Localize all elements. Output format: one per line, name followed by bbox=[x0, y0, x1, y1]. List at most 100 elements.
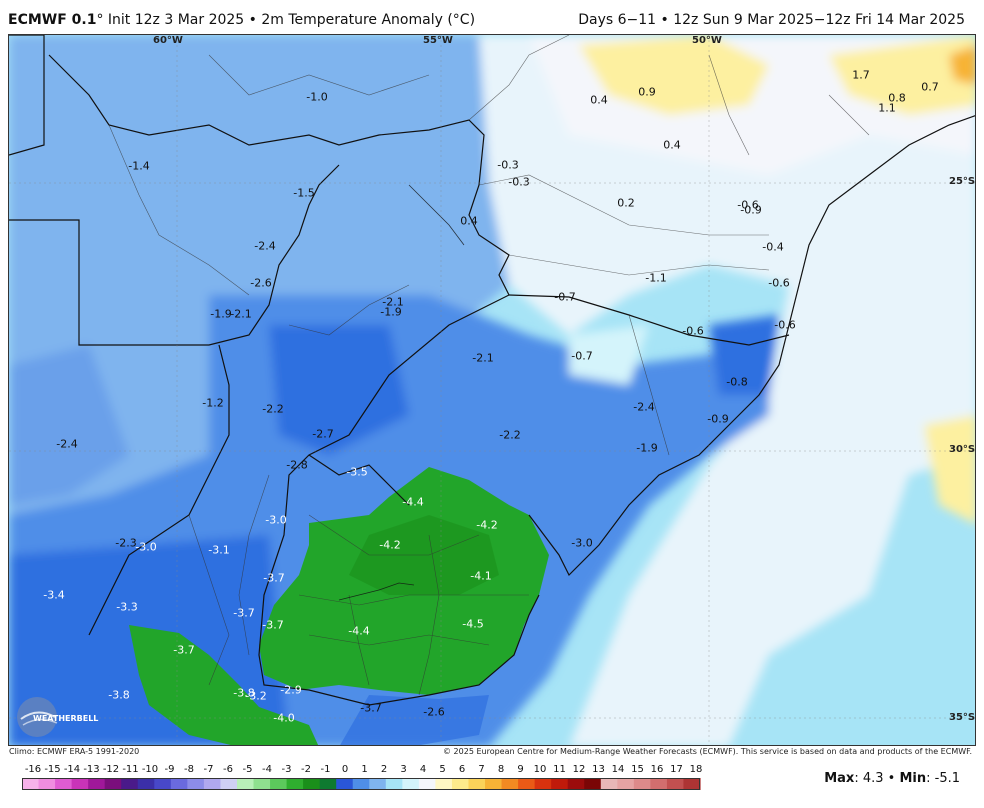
lat-label-35s: 35°S bbox=[949, 712, 976, 723]
anomaly-value-label: -0.3 bbox=[497, 158, 519, 172]
anomaly-value-label: -0.9 bbox=[740, 203, 762, 217]
anomaly-value-label: 0.9 bbox=[638, 85, 656, 99]
anomaly-value-label: -2.1 bbox=[472, 351, 494, 365]
colorbar-cell bbox=[170, 778, 188, 790]
anomaly-value-label: 0.4 bbox=[590, 93, 608, 107]
anomaly-value-label: -3.7 bbox=[173, 643, 195, 657]
colorbar-cell bbox=[551, 778, 569, 790]
colorbar-tick-label: -4 bbox=[262, 764, 272, 775]
colorbar-cell bbox=[187, 778, 205, 790]
anomaly-value-label: -2.6 bbox=[250, 276, 272, 290]
anomaly-value-label: -2.1 bbox=[230, 307, 252, 321]
colorbar-tick-label: 4 bbox=[419, 764, 427, 775]
header: ECMWF 0.1° Init 12z 3 Mar 2025 • 2m Temp… bbox=[0, 0, 984, 34]
max-min-stats: Max: 4.3 • Min: -5.1 bbox=[824, 771, 960, 786]
anomaly-value-label: -0.9 bbox=[707, 412, 729, 426]
anomaly-value-label: -0.6 bbox=[682, 324, 704, 338]
anomaly-value-label: -0.8 bbox=[726, 375, 748, 389]
colorbar-tick-label: 18 bbox=[689, 764, 703, 775]
colorbar-tick-label: -16 bbox=[24, 764, 42, 775]
colorbar-cell bbox=[319, 778, 337, 790]
lat-label-25s: 25°S bbox=[949, 176, 976, 187]
anomaly-value-label: -2.8 bbox=[286, 458, 308, 472]
anomaly-value-label: -2.9 bbox=[280, 683, 302, 697]
colorbar-tick-label: 0 bbox=[341, 764, 349, 775]
stats-separator: • bbox=[883, 771, 900, 786]
anomaly-value-label: -2.4 bbox=[254, 239, 276, 253]
colorbar-tick-label: -8 bbox=[184, 764, 194, 775]
max-value: : 4.3 bbox=[854, 771, 884, 786]
anomaly-value-label: -3.0 bbox=[135, 540, 157, 554]
colorbar-cell bbox=[633, 778, 651, 790]
colorbar-tick-label: -5 bbox=[242, 764, 253, 775]
colorbar-tick-label: 9 bbox=[517, 764, 524, 775]
anomaly-value-label: -2.4 bbox=[56, 437, 78, 451]
anomaly-value-label: -0.6 bbox=[737, 198, 759, 212]
anomaly-value-label: -3.3 bbox=[116, 600, 138, 614]
colorbar-tick-label: -6 bbox=[223, 764, 233, 775]
colorbar-tick-label: 12 bbox=[572, 764, 586, 775]
colorbar-cell bbox=[88, 778, 106, 790]
min-value: : -5.1 bbox=[926, 771, 960, 786]
colorbar-tick-label: -14 bbox=[63, 764, 81, 775]
colorbar-cell bbox=[666, 778, 685, 790]
anomaly-value-label: -4.5 bbox=[462, 617, 484, 631]
max-label: Max bbox=[824, 771, 855, 786]
anomaly-value-label: -2.2 bbox=[262, 402, 284, 416]
colorbar-cell bbox=[650, 778, 668, 790]
copyright-note: © 2025 European Centre for Medium-Range … bbox=[443, 747, 972, 756]
colorbar-cell bbox=[270, 778, 288, 790]
anomaly-value-label: -2.4 bbox=[633, 400, 655, 414]
anomaly-value-label: -3.0 bbox=[265, 513, 287, 527]
anomaly-value-label: -3.7 bbox=[360, 701, 382, 715]
anomaly-value-label: 0.4 bbox=[663, 138, 681, 152]
lat-label-30s: 30°S bbox=[949, 444, 976, 455]
anomaly-value-label: -3.5 bbox=[346, 465, 368, 479]
colorbar-cell bbox=[683, 778, 701, 790]
colorbar-cell bbox=[501, 778, 519, 790]
lon-label-60w: 60°W bbox=[153, 35, 183, 46]
anomaly-value-label: 0.7 bbox=[921, 80, 939, 94]
logo-text: WEATHERBELL bbox=[33, 714, 98, 723]
colorbar-cell bbox=[451, 778, 470, 790]
anomaly-value-label: -0.7 bbox=[554, 290, 576, 304]
anomaly-value-label: -1.5 bbox=[293, 186, 315, 200]
anomaly-value-label: -3.4 bbox=[43, 588, 65, 602]
colorbar-cell bbox=[617, 778, 635, 790]
colorbar-cell bbox=[584, 778, 602, 790]
anomaly-value-label: -3.7 bbox=[233, 606, 255, 620]
colorbar-cell bbox=[104, 778, 122, 790]
green-anomaly-southwest bbox=[129, 625, 319, 745]
anomaly-value-label: -2.6 bbox=[423, 705, 445, 719]
colorbar-cell bbox=[137, 778, 155, 790]
colorbar-cell bbox=[435, 778, 453, 790]
anomaly-value-label: -0.6 bbox=[774, 318, 796, 332]
anomaly-value-label: -3.1 bbox=[208, 543, 230, 557]
lon-label-55w: 55°W bbox=[423, 35, 453, 46]
colorbar-cell bbox=[369, 778, 387, 790]
colorbar-cell bbox=[38, 778, 56, 790]
colorbar-cell bbox=[352, 778, 370, 790]
map-title: ECMWF 0.1° Init 12z 3 Mar 2025 • 2m Temp… bbox=[8, 12, 475, 28]
anomaly-value-label: -4.4 bbox=[402, 495, 424, 509]
colorbar-tick-label: -1 bbox=[320, 764, 331, 775]
colorbar-tick-label: 14 bbox=[611, 764, 625, 775]
colorbar-tick-label: 17 bbox=[670, 764, 683, 775]
colorbar-tick-label: 8 bbox=[497, 764, 505, 775]
anomaly-value-label: -0.3 bbox=[508, 175, 530, 189]
anomaly-map: 60°W 55°W 50°W 25°S 30°S 35°S -1.0 -1.4 -1… bbox=[8, 34, 976, 746]
colorbar-tick-label: 3 bbox=[400, 764, 407, 775]
anomaly-value-label: -1.9 bbox=[210, 307, 232, 321]
anomaly-value-label: -3.0 bbox=[571, 536, 593, 550]
anomaly-value-label: -0.7 bbox=[571, 349, 593, 363]
colorbar-tick-label: -3 bbox=[281, 764, 292, 775]
weatherbell-logo: WEATHERBELL bbox=[17, 697, 98, 737]
colorbar-tick-label: 15 bbox=[631, 764, 644, 775]
colorbar-cell bbox=[71, 778, 89, 790]
anomaly-value-label: 1.1 bbox=[878, 101, 896, 115]
anomaly-value-label: -1.1 bbox=[645, 271, 667, 285]
colorbar-cell bbox=[518, 778, 536, 790]
colorbar-tick-label: -9 bbox=[164, 764, 175, 775]
anomaly-value-label: -4.2 bbox=[476, 518, 498, 532]
colorbar-cell bbox=[600, 778, 618, 790]
